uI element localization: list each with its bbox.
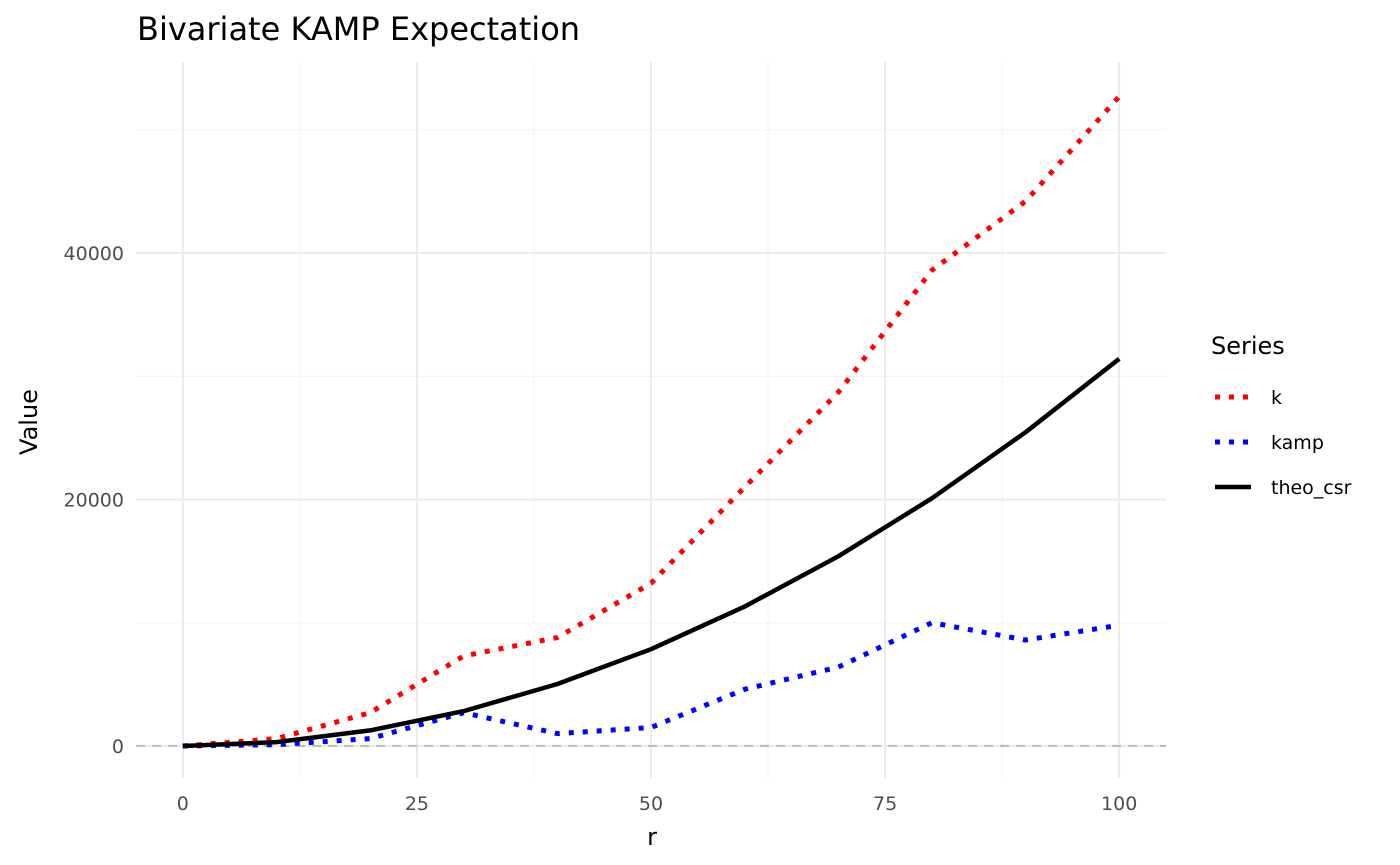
series-layer	[182, 94, 1122, 749]
series-line-kamp	[182, 620, 1120, 749]
x-axis-title: r	[647, 823, 657, 851]
y-axis-title: Value	[15, 389, 43, 455]
legend-label-theo_csr: theo_csr	[1271, 477, 1352, 499]
x-tick-label: 25	[405, 793, 429, 815]
legend-title: Series	[1211, 332, 1285, 360]
legend-items: k kamp theo_csr	[1215, 387, 1352, 499]
legend: Series k kamp theo_csr	[1211, 332, 1352, 499]
series-line-k	[182, 94, 1122, 749]
y-tick-label: 0	[112, 736, 124, 758]
y-tick-label: 20000	[64, 489, 124, 511]
chart-title: Bivariate KAMP Expectation	[137, 10, 580, 48]
legend-label-kamp: kamp	[1271, 432, 1324, 454]
tick-labels: 0 25 50 75 100 0 20000 40000	[64, 243, 1138, 815]
legend-label-k: k	[1271, 387, 1282, 409]
series-line-theo_csr	[182, 357, 1121, 749]
y-tick-label: 40000	[64, 243, 124, 265]
grid	[136, 62, 1166, 778]
x-tick-label: 0	[177, 793, 189, 815]
x-tick-label: 50	[639, 793, 663, 815]
x-tick-label: 100	[1101, 793, 1137, 815]
x-tick-label: 75	[873, 793, 897, 815]
